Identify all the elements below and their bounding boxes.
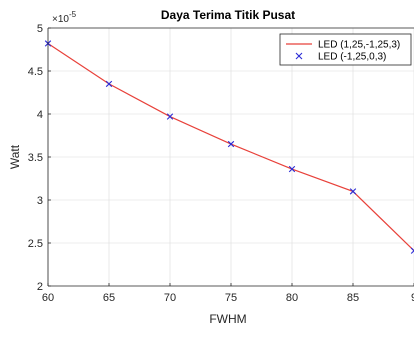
chart-title: Daya Terima Titik Pusat xyxy=(161,8,295,22)
series-marker-led-2 xyxy=(288,165,296,173)
y-tick-label: 2 xyxy=(37,281,43,293)
y-tick-label: 5 xyxy=(37,23,43,35)
legend: LED (1,25,-1,25,3) LED (-1,25,0,3) xyxy=(279,33,412,66)
series-marker-led-2 xyxy=(166,113,174,120)
x-tick-label: 85 xyxy=(347,292,359,304)
y-tick-label: 4 xyxy=(37,109,43,121)
x-tick-label: 80 xyxy=(286,292,298,304)
y-tick-label: 4.5 xyxy=(28,66,43,78)
y-exponent: ×10-5 xyxy=(52,10,77,25)
axes xyxy=(47,27,414,287)
grid xyxy=(47,27,414,287)
y-tick-label: 3.5 xyxy=(28,152,43,164)
x-tick-labels: 60 65 70 75 80 85 9 xyxy=(42,292,414,304)
x-tick-label: 70 xyxy=(164,292,176,304)
series-marker-led-2 xyxy=(105,80,113,88)
legend-box xyxy=(279,33,412,66)
y-tick-label: 3 xyxy=(37,195,43,207)
y-tick-labels: 2 2.5 3 3.5 4 4.5 5 xyxy=(28,23,43,293)
y-tick-label: 2.5 xyxy=(28,238,43,250)
legend-marker-swatch xyxy=(295,52,303,60)
series-marker-led-2 xyxy=(227,140,235,148)
x-tick-label: 75 xyxy=(225,292,237,304)
x-tick-label: 65 xyxy=(103,292,115,304)
x-tick-label: 9 xyxy=(411,292,414,304)
legend-label-series-1: LED (1,25,-1,25,3) xyxy=(318,40,400,51)
legend-label-series-2: LED (-1,25,0,3) xyxy=(318,52,386,63)
series-marker-led-2 xyxy=(410,247,414,254)
x-axis-label: FWHM xyxy=(209,312,246,326)
series-marker-led-2 xyxy=(349,188,357,195)
x-tick-label: 60 xyxy=(42,292,54,304)
y-axis-label: Watt xyxy=(8,144,22,169)
